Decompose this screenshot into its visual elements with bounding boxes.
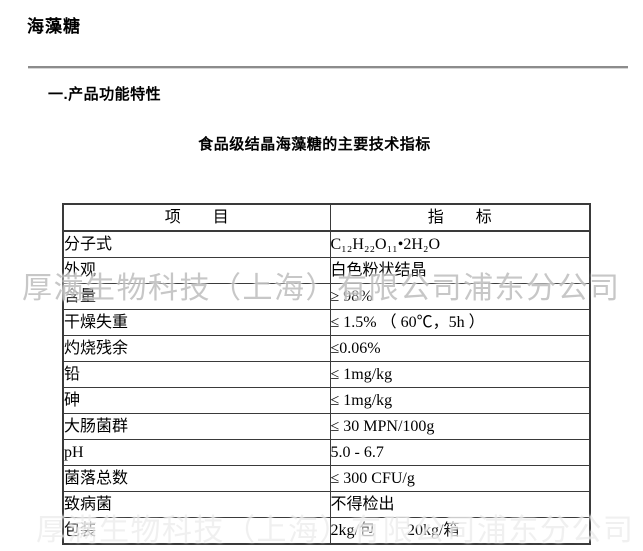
table-row: 灼烧残余 ≤0.06% — [62, 335, 591, 362]
item-cell: pH — [62, 439, 331, 466]
item-cell: 砷 — [62, 387, 331, 414]
value-cell: 2kg/包 20kg/箱 — [329, 517, 591, 545]
value-cell: C₁₂H₂₂O₁₁•2H₂O — [329, 230, 591, 258]
table-row: 砷 ≤ 1mg/kg — [62, 387, 591, 414]
item-cell: 外观 — [62, 257, 331, 284]
section-heading: 一.产品功能特性 — [48, 86, 162, 103]
item-cell: 灼烧残余 — [62, 335, 331, 362]
table-row: 分子式 C₁₂H₂₂O₁₁•2H₂O — [62, 230, 591, 258]
table-title: 食品级结晶海藻糖的主要技术指标 — [198, 136, 431, 153]
table-row: 包装 2kg/包 20kg/箱 — [62, 517, 591, 545]
table-row: 致病菌 不得检出 — [62, 491, 591, 518]
table-row: 铅 ≤ 1mg/kg — [62, 361, 591, 388]
item-cell: 包装 — [62, 517, 331, 545]
table-header-row: 项 目 指 标 — [62, 203, 591, 232]
value-cell: 5.0 - 6.7 — [329, 439, 591, 466]
item-cell: 干燥失重 — [62, 309, 331, 336]
value-cell: ≤ 1mg/kg — [329, 361, 591, 388]
value-cell: 白色粉状结晶 — [329, 257, 591, 284]
value-cell: ≤ 300 CFU/g — [329, 465, 591, 492]
table-row: 干燥失重 ≤ 1.5% （ 60℃，5h ） — [62, 309, 591, 336]
value-cell: ≤0.06% — [329, 335, 591, 362]
table-row: 外观 白色粉状结晶 — [62, 257, 591, 284]
table-row: 菌落总数 ≤ 300 CFU/g — [62, 465, 591, 492]
item-cell: 含量 — [62, 283, 331, 310]
page-title: 海藻糖 — [27, 17, 81, 36]
value-cell: ≤ 1.5% （ 60℃，5h ） — [329, 309, 591, 336]
item-cell: 大肠菌群 — [62, 413, 331, 440]
value-cell: ≤ 30 MPN/100g — [329, 413, 591, 440]
table-row: 含量 ≥ 98% — [62, 283, 591, 310]
value-column-header: 指 标 — [329, 203, 591, 232]
item-column-header: 项 目 — [62, 203, 331, 232]
table-row: 大肠菌群 ≤ 30 MPN/100g — [62, 413, 591, 440]
horizontal-rule — [28, 66, 628, 68]
item-cell: 致病菌 — [62, 491, 331, 518]
value-cell: ≤ 1mg/kg — [329, 387, 591, 414]
item-cell: 铅 — [62, 361, 331, 388]
table-row: pH 5.0 - 6.7 — [62, 439, 591, 466]
value-cell: 不得检出 — [329, 491, 591, 518]
item-cell: 菌落总数 — [62, 465, 331, 492]
spec-table: 项 目 指 标 分子式 C₁₂H₂₂O₁₁•2H₂O 外观 白色粉状结晶 含量 ≥ 98%… — [62, 203, 591, 545]
item-cell: 分子式 — [62, 230, 331, 258]
value-cell: ≥ 98% — [329, 283, 591, 310]
